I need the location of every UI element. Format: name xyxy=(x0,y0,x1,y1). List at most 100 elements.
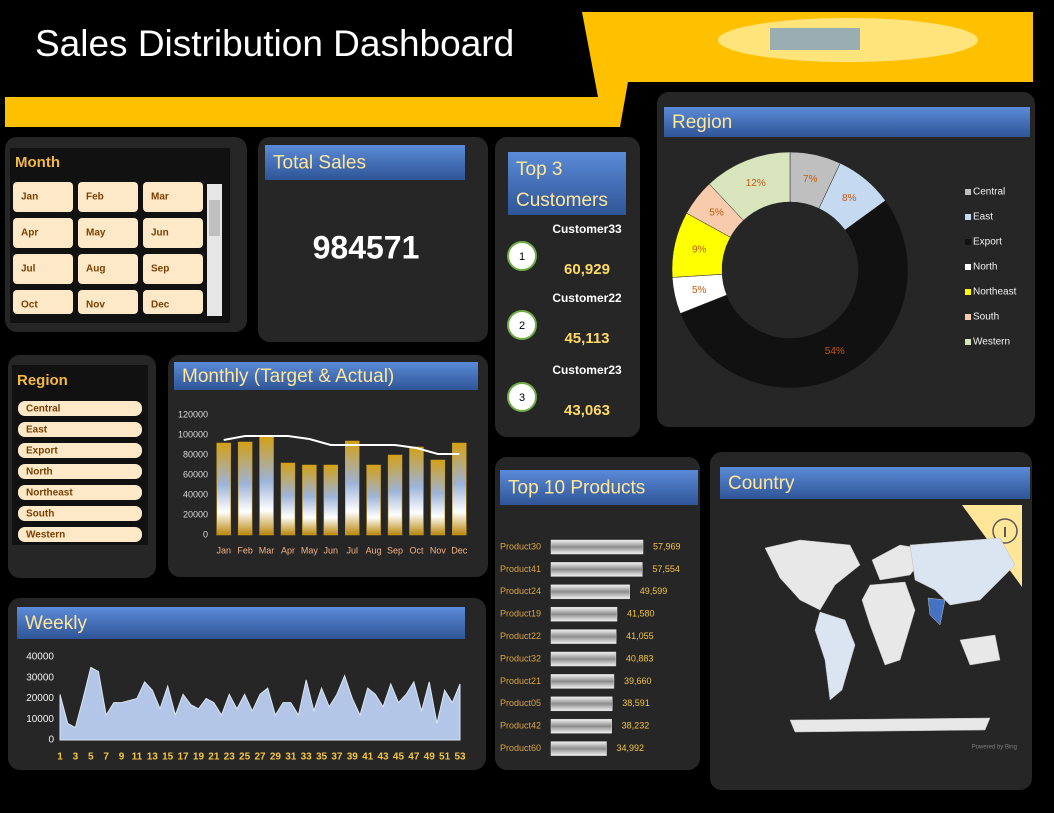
bar xyxy=(216,442,231,536)
x-tick-label: 19 xyxy=(193,752,205,763)
slicer-button[interactable] xyxy=(143,254,203,284)
bar xyxy=(550,584,630,600)
slicer-button[interactable] xyxy=(143,182,203,212)
slicer-button[interactable] xyxy=(78,218,138,248)
slicer-button-label[interactable]: North xyxy=(26,467,53,478)
panel-header xyxy=(508,152,626,215)
panel-title: Weekly xyxy=(25,613,87,634)
slicer-button[interactable] xyxy=(18,464,142,479)
slicer-button[interactable] xyxy=(143,218,203,248)
value-label: 41,055 xyxy=(626,631,654,641)
bar xyxy=(409,446,424,536)
x-tick-label: Dec xyxy=(451,545,468,555)
bar xyxy=(387,454,403,536)
slicer-button-label[interactable]: Aug xyxy=(86,264,105,275)
category-label: Product30 xyxy=(500,541,541,551)
panel-title: Country xyxy=(728,473,795,494)
panel-header xyxy=(720,467,1030,499)
slicer-button-label[interactable]: Oct xyxy=(21,300,38,311)
x-tick-label: 13 xyxy=(147,752,159,763)
slicer-button-label[interactable]: Jun xyxy=(151,228,169,239)
bar xyxy=(550,696,613,712)
panel-header xyxy=(500,470,698,505)
x-tick-label: 29 xyxy=(270,752,282,763)
x-tick-label: Mar xyxy=(259,545,275,555)
slicer-button[interactable] xyxy=(13,182,73,212)
y-tick-label: 40000 xyxy=(26,652,54,663)
map-credit: Powered by Bing xyxy=(972,745,1017,751)
dashboard-title: Sales Distribution Dashboard xyxy=(35,23,514,64)
x-tick-label: 39 xyxy=(347,752,359,763)
slicer-button[interactable] xyxy=(18,443,142,458)
donut-slice xyxy=(708,151,791,221)
map-land xyxy=(909,537,1016,606)
x-tick-label: 45 xyxy=(393,752,405,763)
bar xyxy=(237,441,253,536)
slicer-button[interactable] xyxy=(18,506,142,521)
y-tick-label: 0 xyxy=(203,529,208,539)
x-tick-label: 17 xyxy=(178,752,190,763)
slicer-button-label[interactable]: Jul xyxy=(21,264,36,275)
x-tick-label: 27 xyxy=(254,752,266,763)
panel-header xyxy=(17,607,465,639)
slicer-button-label[interactable]: Central xyxy=(26,404,61,415)
y-tick-label: 20000 xyxy=(26,693,54,704)
slicer-button-label[interactable]: East xyxy=(26,425,48,436)
slicer-button[interactable] xyxy=(78,182,138,212)
legend-label: South xyxy=(973,312,999,323)
slicer-button-label[interactable]: Sep xyxy=(151,264,169,275)
slicer-button[interactable] xyxy=(18,527,142,542)
slicer-button[interactable] xyxy=(18,401,142,416)
x-tick-label: 51 xyxy=(439,752,451,763)
legend-swatch xyxy=(965,264,971,270)
x-tick-label: Apr xyxy=(281,545,295,555)
customer-sales: 60,929 xyxy=(564,261,610,278)
legend-label: East xyxy=(973,212,993,223)
panel-title: Total Sales xyxy=(273,153,366,174)
slicer-button[interactable] xyxy=(13,218,73,248)
slice-label: 5% xyxy=(692,285,707,296)
customer-sales: 43,063 xyxy=(564,402,610,419)
x-tick-label: May xyxy=(301,545,319,555)
slicer-title: Region xyxy=(17,372,68,389)
category-label: Product05 xyxy=(500,698,541,708)
value-label: 57,969 xyxy=(653,541,681,551)
x-tick-label: 21 xyxy=(208,752,220,763)
slice-label: 12% xyxy=(746,178,766,189)
value-label: 40,883 xyxy=(626,653,654,663)
x-tick-label: Nov xyxy=(430,545,447,555)
slicer-button-label[interactable]: May xyxy=(86,228,106,239)
slice-label: 7% xyxy=(803,174,818,185)
x-tick-label: Jun xyxy=(324,545,339,555)
slicer-button-label[interactable]: Northeast xyxy=(26,488,73,499)
rank-badge xyxy=(507,310,537,340)
slicer-button[interactable] xyxy=(13,254,73,284)
y-tick-label: 120000 xyxy=(178,409,208,419)
slicer-button-label[interactable]: Apr xyxy=(21,228,38,239)
slicer-button-label[interactable]: Nov xyxy=(86,300,105,311)
y-tick-label: 30000 xyxy=(26,672,54,683)
slicer-button[interactable] xyxy=(18,485,142,500)
bar xyxy=(550,606,618,622)
slicer-button[interactable] xyxy=(143,290,203,314)
bar xyxy=(550,741,607,756)
slicer-button[interactable] xyxy=(78,290,138,314)
slicer-button-label[interactable]: Feb xyxy=(86,192,104,203)
rank-badge xyxy=(507,241,537,271)
map-land xyxy=(764,539,861,611)
slicer-button[interactable] xyxy=(78,254,138,284)
x-tick-label: 3 xyxy=(73,752,79,763)
slicer-button-label[interactable]: Mar xyxy=(151,192,169,203)
slicer-button-label[interactable]: Export xyxy=(26,446,58,457)
slicer-button-label[interactable]: Western xyxy=(26,530,65,541)
bar xyxy=(344,440,360,536)
slicer-button-label[interactable]: South xyxy=(26,509,54,520)
customer-name: Customer22 xyxy=(552,291,622,305)
slicer-button-label[interactable]: Jan xyxy=(21,192,38,203)
slicer-button[interactable] xyxy=(13,290,73,314)
slicer-button[interactable] xyxy=(18,422,142,437)
panel-title: Top 10 Products xyxy=(508,478,645,499)
slicer-button-label[interactable]: Dec xyxy=(151,300,170,311)
